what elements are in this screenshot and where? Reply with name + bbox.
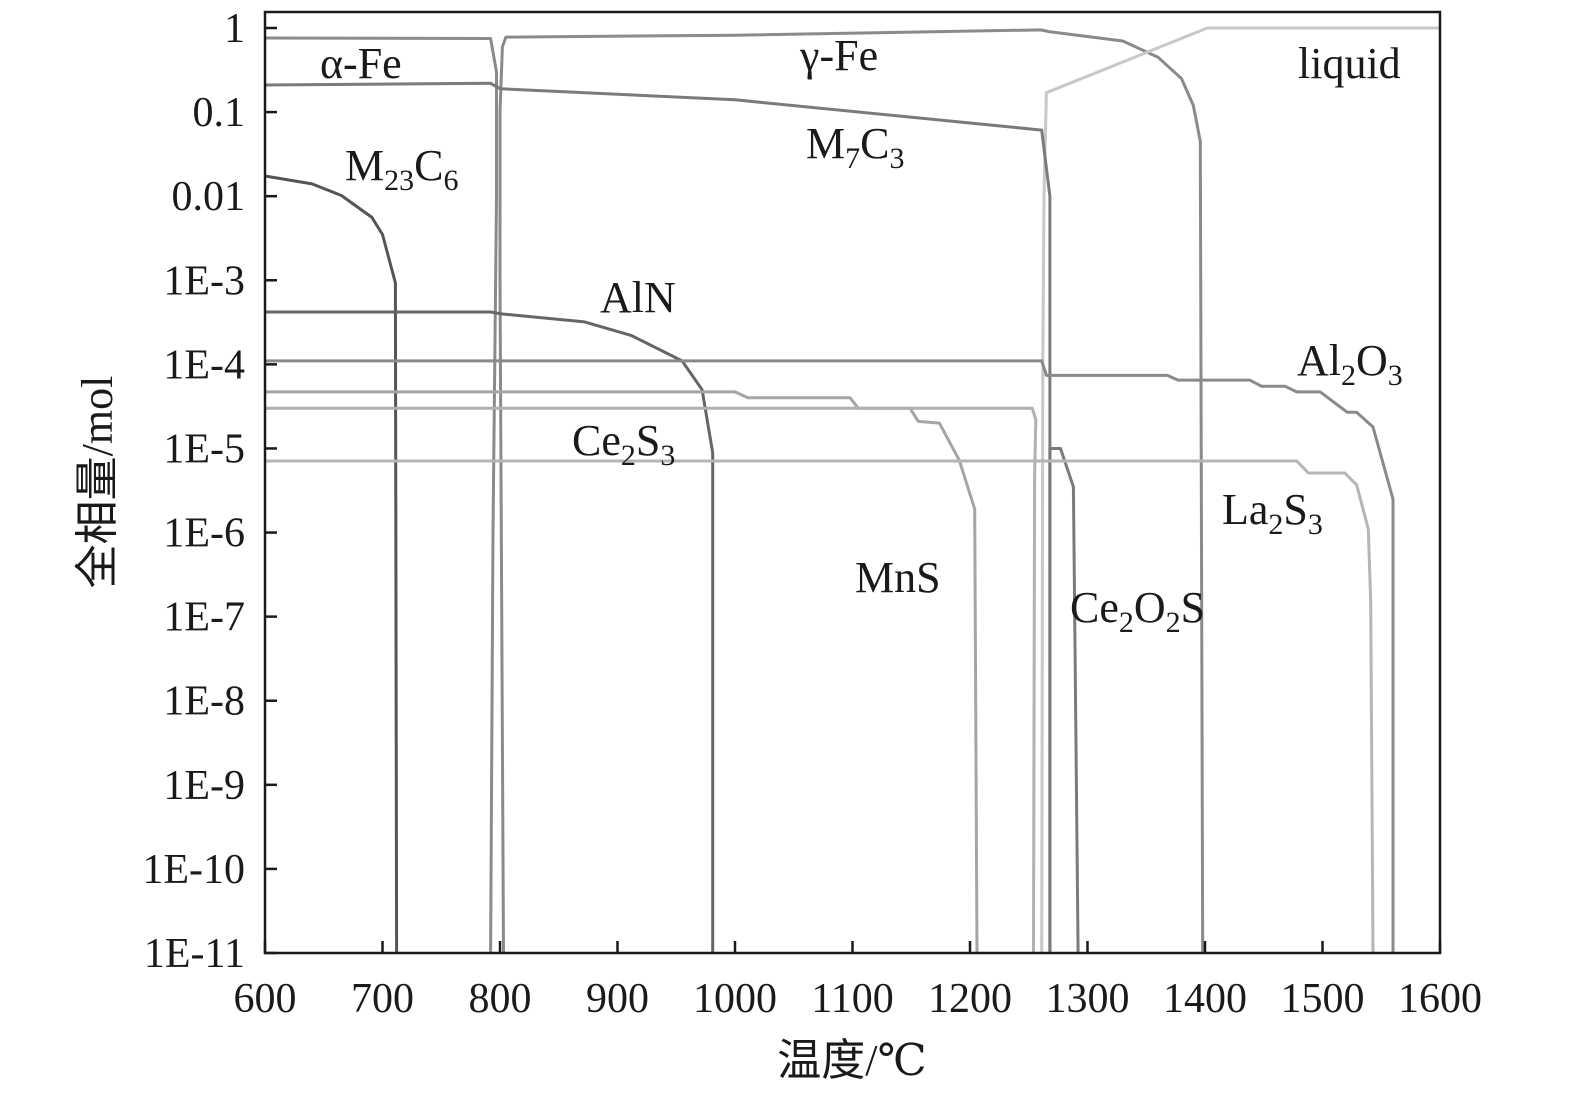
- series-label-part: M: [345, 141, 384, 190]
- series-label-part: S: [1283, 485, 1307, 534]
- series-label-part: 6: [443, 164, 458, 197]
- series-label-2: liquid: [1298, 39, 1401, 88]
- x-tick-label: 1300: [1046, 976, 1130, 1022]
- series-label-part: S: [1181, 583, 1205, 632]
- x-tick-label: 1100: [811, 976, 893, 1022]
- series-label-part: C: [860, 119, 889, 168]
- series-line-4: [264, 174, 399, 954]
- y-tick-label: 1E-4: [163, 342, 245, 388]
- x-tick-label: 1000: [693, 976, 777, 1022]
- series-label-part: 3: [660, 439, 675, 472]
- series-line-9: [1048, 447, 1080, 954]
- series-label-7: MnS: [855, 553, 941, 602]
- y-tick-label: 1: [224, 6, 245, 52]
- series-label-part: La: [1222, 485, 1268, 534]
- series-label-4: M23C6: [345, 141, 458, 197]
- series-label-5: AlN: [600, 273, 676, 322]
- series-line-8: [265, 406, 1038, 954]
- y-tick-label: 1E-9: [163, 763, 245, 809]
- x-tick-label: 900: [586, 976, 649, 1022]
- y-tick-label: 1E-6: [163, 511, 245, 557]
- y-tick-label: 1E-8: [163, 679, 245, 725]
- labels-layer: α-Fe γ-Fe liquidM7C3M23C6AlNAl2O3MnSCe2S3C…: [320, 31, 1403, 639]
- y-axis-title: 全相量/mol: [73, 376, 122, 589]
- series-label-6: Al2O3: [1297, 336, 1403, 392]
- series-label-part: 23: [384, 164, 414, 197]
- series-label-part: C: [414, 141, 443, 190]
- x-tick-label: 1500: [1281, 976, 1365, 1022]
- series-layer: [264, 26, 1440, 954]
- y-tick-label: 1E-5: [163, 426, 245, 472]
- series-label-part: α-Fe: [320, 39, 402, 88]
- x-tick-label: 800: [469, 976, 532, 1022]
- series-label-0: α-Fe: [320, 39, 402, 88]
- series-line-7: [265, 390, 979, 954]
- series-label-part: 2: [1119, 606, 1134, 639]
- y-tick-label: 1E-11: [144, 931, 245, 977]
- series-label-part: γ-Fe: [799, 31, 878, 80]
- series-line-10: [265, 459, 1375, 954]
- x-tick-label: 600: [234, 976, 297, 1022]
- x-tick-label: 1400: [1163, 976, 1247, 1022]
- x-tick-label: 1600: [1398, 976, 1482, 1022]
- series-label-part: MnS: [855, 553, 941, 602]
- series-line-5: [265, 310, 715, 953]
- series-line-0: [264, 36, 498, 954]
- series-label-1: γ-Fe: [799, 31, 878, 80]
- x-tick-label: 1200: [928, 976, 1012, 1022]
- series-label-part: 2: [1268, 508, 1283, 541]
- series-line-3: [264, 81, 1052, 953]
- series-label-part: M: [806, 119, 845, 168]
- series-line-6: [265, 359, 1395, 953]
- series-label-part: 3: [889, 142, 904, 175]
- series-label-part: Ce: [572, 416, 621, 465]
- series-label-3: M7C3: [806, 119, 904, 175]
- series-label-part: 2: [621, 439, 636, 472]
- series-label-part: Ce: [1070, 583, 1119, 632]
- series-label-part: O: [1356, 336, 1388, 385]
- y-tick-label: 1E-7: [163, 595, 245, 641]
- series-label-10: La2S3: [1222, 485, 1323, 541]
- series-label-part: S: [636, 416, 660, 465]
- y-tick-label: 1E-10: [142, 847, 245, 893]
- series-label-part: Al: [1297, 336, 1341, 385]
- series-label-part: 3: [1308, 508, 1323, 541]
- y-tick-label: 0.1: [193, 90, 246, 136]
- y-tick-label: 0.01: [172, 174, 246, 220]
- series-label-part: 7: [845, 142, 860, 175]
- series-line-1: [498, 28, 1205, 954]
- series-label-part: 2: [1166, 606, 1181, 639]
- ticks-layer: 600 700 800 900 1000 1100 1200 1300 1400 1500 1600…: [142, 6, 1482, 1022]
- series-label-8: Ce2S3: [572, 416, 675, 472]
- x-tick-label: 700: [351, 976, 414, 1022]
- series-label-part: 3: [1388, 359, 1403, 392]
- series-label-part: liquid: [1298, 39, 1401, 88]
- series-label-part: 2: [1341, 359, 1356, 392]
- series-label-part: O: [1134, 583, 1166, 632]
- y-tick-label: 1E-3: [163, 258, 245, 304]
- series-label-part: AlN: [600, 273, 676, 322]
- x-axis-title: 温度/℃: [777, 1036, 926, 1085]
- series-label-9: Ce2O2S: [1070, 583, 1205, 639]
